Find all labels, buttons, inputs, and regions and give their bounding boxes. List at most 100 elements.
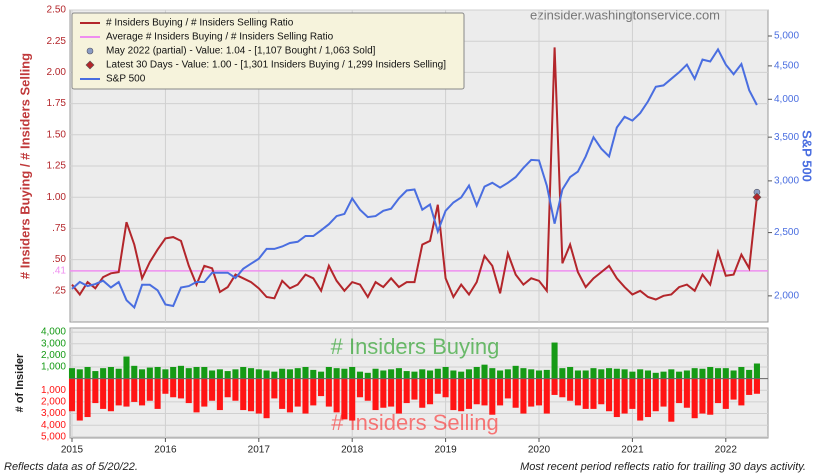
bar xyxy=(318,371,325,379)
bar xyxy=(753,363,760,379)
bar xyxy=(115,368,122,379)
x-tick-label: 2015 xyxy=(61,445,84,456)
bar xyxy=(497,378,504,406)
bar xyxy=(263,370,270,379)
bar xyxy=(637,369,644,379)
bar xyxy=(559,378,566,398)
bar xyxy=(100,378,107,409)
bar xyxy=(676,371,683,379)
bar xyxy=(185,378,192,404)
bar xyxy=(294,368,301,379)
bar xyxy=(372,368,379,379)
bar xyxy=(574,378,581,406)
bar xyxy=(450,370,457,379)
y-tick-label: 1.00 xyxy=(47,192,67,203)
y-axis-title: # of Insider xyxy=(14,353,26,412)
y-tick-label: 2,000 xyxy=(41,397,66,408)
bar xyxy=(68,378,76,412)
bar xyxy=(535,370,543,379)
bar xyxy=(286,369,293,379)
bar xyxy=(123,378,130,407)
bar xyxy=(232,369,239,379)
bar xyxy=(746,378,753,395)
legend-label: S&P 500 xyxy=(106,74,146,85)
y-tick-label: 2.50 xyxy=(47,5,67,16)
bar xyxy=(372,378,379,411)
y-tick-label: 1.75 xyxy=(47,98,67,109)
bar xyxy=(473,366,480,379)
bar xyxy=(154,378,161,409)
y2-tick-label: 3,500 xyxy=(774,132,799,143)
bar xyxy=(567,366,574,379)
bar xyxy=(660,371,667,379)
bar xyxy=(92,371,99,379)
bar xyxy=(543,378,550,414)
bar xyxy=(426,378,434,405)
bar xyxy=(442,378,449,398)
y-tick-label: 3,000 xyxy=(41,408,66,419)
bar xyxy=(582,370,589,379)
bar xyxy=(699,378,706,414)
bar xyxy=(691,378,698,419)
bar xyxy=(177,365,185,379)
legend-label: Average # Insiders Buying / # Insiders S… xyxy=(106,32,334,43)
bar xyxy=(162,369,169,379)
bar xyxy=(146,367,153,379)
bar xyxy=(349,366,356,379)
bar xyxy=(598,378,605,405)
bar xyxy=(302,366,309,379)
x-tick-label: 2020 xyxy=(528,445,551,456)
bar xyxy=(131,365,138,379)
bar xyxy=(271,371,278,379)
bar xyxy=(419,369,426,379)
bar xyxy=(364,378,371,401)
bar xyxy=(637,378,644,421)
bar xyxy=(403,378,410,404)
bar xyxy=(613,368,620,379)
bar xyxy=(699,368,706,379)
y2-tick-label: 2,500 xyxy=(774,227,799,238)
bar xyxy=(434,368,441,379)
bar xyxy=(411,371,418,379)
bar xyxy=(683,370,690,379)
y-tick-label: 1.50 xyxy=(47,129,67,140)
bar xyxy=(434,378,441,394)
y-tick-label: 3,000 xyxy=(41,338,66,349)
bar xyxy=(707,378,714,415)
bar xyxy=(333,378,340,413)
bar xyxy=(356,371,364,379)
bar xyxy=(201,378,208,407)
bar xyxy=(224,371,231,379)
bar xyxy=(535,378,543,406)
y-tick-label: 1,000 xyxy=(41,362,66,373)
bar xyxy=(629,378,636,409)
bar xyxy=(325,366,332,379)
bar xyxy=(341,368,348,379)
x-tick-label: 2019 xyxy=(434,445,457,456)
bar xyxy=(426,370,434,379)
bar xyxy=(310,369,317,379)
bar xyxy=(504,378,511,399)
bar xyxy=(240,378,247,411)
x-tick-label: 2017 xyxy=(248,445,271,456)
series-line xyxy=(71,47,758,301)
bar xyxy=(668,378,675,422)
bar xyxy=(574,370,581,379)
footnote-right: Most recent period reflects ratio for tr… xyxy=(520,461,806,473)
bar xyxy=(676,378,683,404)
bar xyxy=(216,378,223,411)
bar xyxy=(668,369,675,379)
legend-label: May 2022 (partial) - Value: 1.04 - [1,10… xyxy=(106,46,376,57)
bar xyxy=(302,378,309,414)
point-marker xyxy=(752,192,762,202)
bar xyxy=(458,371,465,379)
bar xyxy=(271,378,278,399)
legend-label: Latest 30 Days - Value: 1.00 - [1,301 In… xyxy=(106,60,446,71)
bar xyxy=(279,378,286,409)
bar xyxy=(683,378,690,408)
bar xyxy=(193,378,200,413)
y-tick-label: 5,000 xyxy=(41,431,66,442)
bar xyxy=(84,378,91,418)
bar xyxy=(139,369,146,379)
